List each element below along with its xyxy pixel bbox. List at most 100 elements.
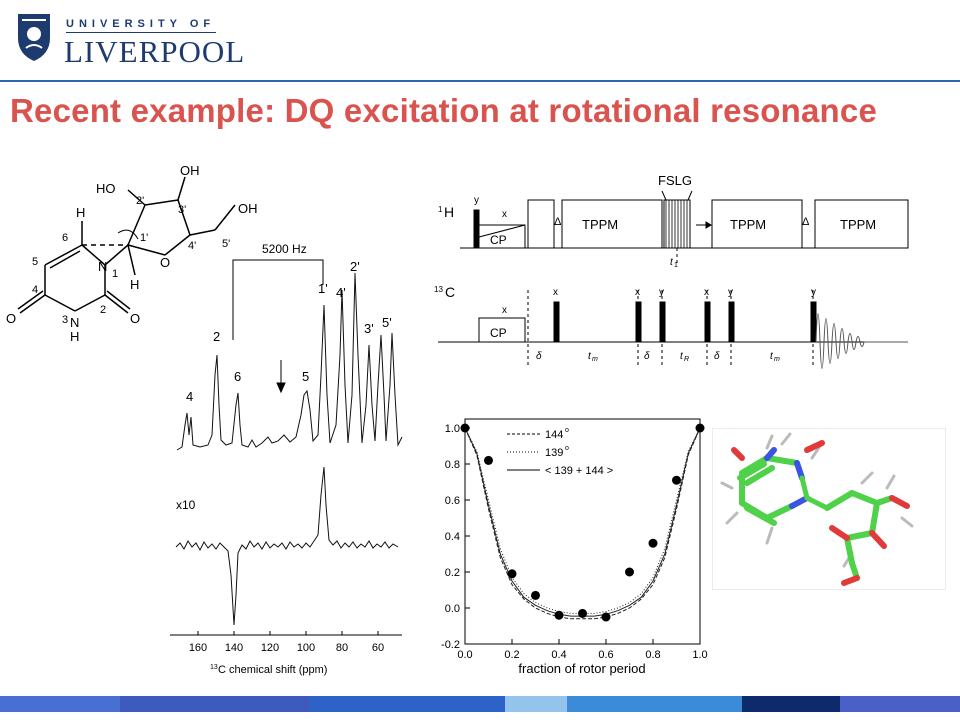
legend-entry-144: 144	[545, 429, 563, 441]
peak-label-5p: 5'	[382, 315, 392, 330]
phase-h-y: y	[474, 195, 479, 206]
atom-o-ring: O	[160, 255, 170, 270]
spectrum-x-label: C chemical shift (ppm)	[218, 664, 327, 676]
t1-label: t	[670, 257, 674, 268]
crest-icon	[18, 14, 50, 61]
stick-model	[720, 432, 914, 586]
logo-divider	[66, 32, 216, 33]
peak-label-2p: 2'	[350, 259, 360, 274]
y-tick-label: 0.0	[445, 603, 460, 615]
num-4p: 4'	[188, 240, 196, 252]
pulse-sequence-diagram: 1 H FSLG TPPM TPPM TPPM CP y x Δ Δ t 1 1…	[434, 173, 909, 369]
phase-c: x	[553, 287, 558, 298]
data-point	[484, 455, 493, 465]
legend-sup: o	[565, 427, 569, 434]
phase-c: x	[635, 287, 640, 298]
delta-h-2: Δ	[802, 216, 810, 228]
num-1p: 1'	[140, 232, 148, 244]
structure-atom-labels: HO OH OH H H N N H O O O	[6, 163, 258, 344]
x-tick-label: 1.0	[692, 649, 707, 661]
logo-top-text: UNIVERSITY OF	[66, 18, 216, 30]
data-point	[672, 475, 681, 485]
num-3: 3	[62, 314, 68, 326]
delta-c: δ	[536, 351, 542, 362]
data-point	[695, 423, 705, 433]
data-point	[460, 423, 470, 433]
tr-sub: R	[684, 356, 689, 363]
tm-label: t	[770, 351, 774, 362]
footer-stripe	[310, 696, 505, 712]
delta-c: δ	[714, 351, 720, 362]
c-channel-sup: 13	[434, 285, 443, 294]
x-tick-label: 0.8	[645, 649, 660, 661]
tppm-block-2: TPPM	[730, 217, 766, 232]
spectrum-x-ticks: 160 140 120 100 80 60	[189, 642, 384, 654]
footer-stripes	[0, 696, 960, 720]
fslg-label: FSLG	[658, 173, 692, 188]
num-6: 6	[62, 232, 68, 244]
data-point	[507, 569, 517, 579]
y-tick-label: 0.6	[445, 495, 460, 507]
atom-ho: HO	[96, 181, 116, 196]
footer-stripe	[567, 696, 742, 712]
spectrum-x-tick: 140	[225, 642, 243, 654]
phase-c: x	[704, 287, 709, 298]
legend-entry-139: 139	[545, 447, 563, 459]
data-point	[601, 612, 611, 622]
phase-c: x	[502, 305, 507, 316]
spectrum-x-tick: 80	[336, 642, 348, 654]
footer-stripe	[505, 696, 567, 712]
footer-stripe	[742, 696, 840, 712]
chart-points	[460, 423, 705, 622]
atom-n3: N	[70, 315, 79, 330]
slide-title: Recent example: DQ excitation at rotatio…	[10, 92, 878, 129]
atom-n1: N	[98, 259, 107, 274]
phase-c: y	[811, 287, 816, 298]
x-tick-label: 0.4	[551, 649, 566, 661]
data-point	[625, 567, 634, 577]
legend-sup: o	[565, 445, 569, 452]
num-2: 2	[100, 304, 106, 316]
c-channel-pulses	[438, 290, 908, 369]
tm-label: t	[588, 351, 592, 362]
lower-spectrum-trace	[175, 466, 399, 626]
plot-frame	[464, 418, 701, 645]
y-tick-label: -0.2	[441, 639, 460, 651]
num-4: 4	[32, 284, 38, 296]
atom-o-c4: O	[6, 311, 16, 326]
spacing-label: 5200 Hz	[262, 242, 307, 256]
spectrum-x-tick: 100	[297, 642, 315, 654]
x-tick-label: 0.6	[598, 649, 613, 661]
y-tick-label: 0.8	[445, 459, 460, 471]
h-channel-sup: 1	[438, 205, 443, 214]
upper-spectrum-trace	[176, 272, 403, 451]
uridine-structure	[17, 176, 236, 314]
spectrum-x-tick: 60	[372, 642, 384, 654]
data-point	[531, 590, 540, 600]
molecule-and-spectra-figure: HO OH OH H H N N H O O O 2' 3' 1' 4' 5' …	[6, 163, 403, 676]
scale-label: x10	[176, 498, 196, 512]
h-channel-label: H	[444, 204, 454, 220]
atom-h-c1p: H	[130, 277, 139, 292]
footer-stripe	[120, 696, 310, 712]
cp-label-h: CP	[490, 233, 507, 247]
data-point	[648, 538, 658, 548]
dq-buildup-chart: 0.0 0.2 0.4 0.6 0.8 1.01.00.80.60.40.20.0-0.2…	[441, 418, 708, 676]
phase-c: y	[659, 287, 664, 298]
c-timing-labels: δ δ δ t m t R t m	[536, 351, 780, 363]
num-5p: 5'	[222, 238, 230, 250]
num-3p: 3'	[178, 204, 186, 216]
atom-oh-3p: OH	[180, 163, 200, 178]
atom-oh-5p: OH	[238, 201, 258, 216]
num-5: 5	[32, 256, 38, 268]
peak-label-4: 4	[186, 389, 193, 404]
num-1: 1	[112, 268, 118, 280]
data-point	[554, 610, 564, 620]
c-channel-label: C	[445, 284, 455, 300]
peak-label-3p: 3'	[364, 321, 374, 336]
peak-label-5: 5	[302, 369, 309, 384]
t1-sub: 1	[674, 262, 678, 269]
cp-label-c: CP	[490, 326, 507, 340]
spectrum-x-axis	[170, 631, 402, 636]
peak-labels: 4 2 6 5 1' 4' 2' 3' 5'	[186, 259, 392, 404]
